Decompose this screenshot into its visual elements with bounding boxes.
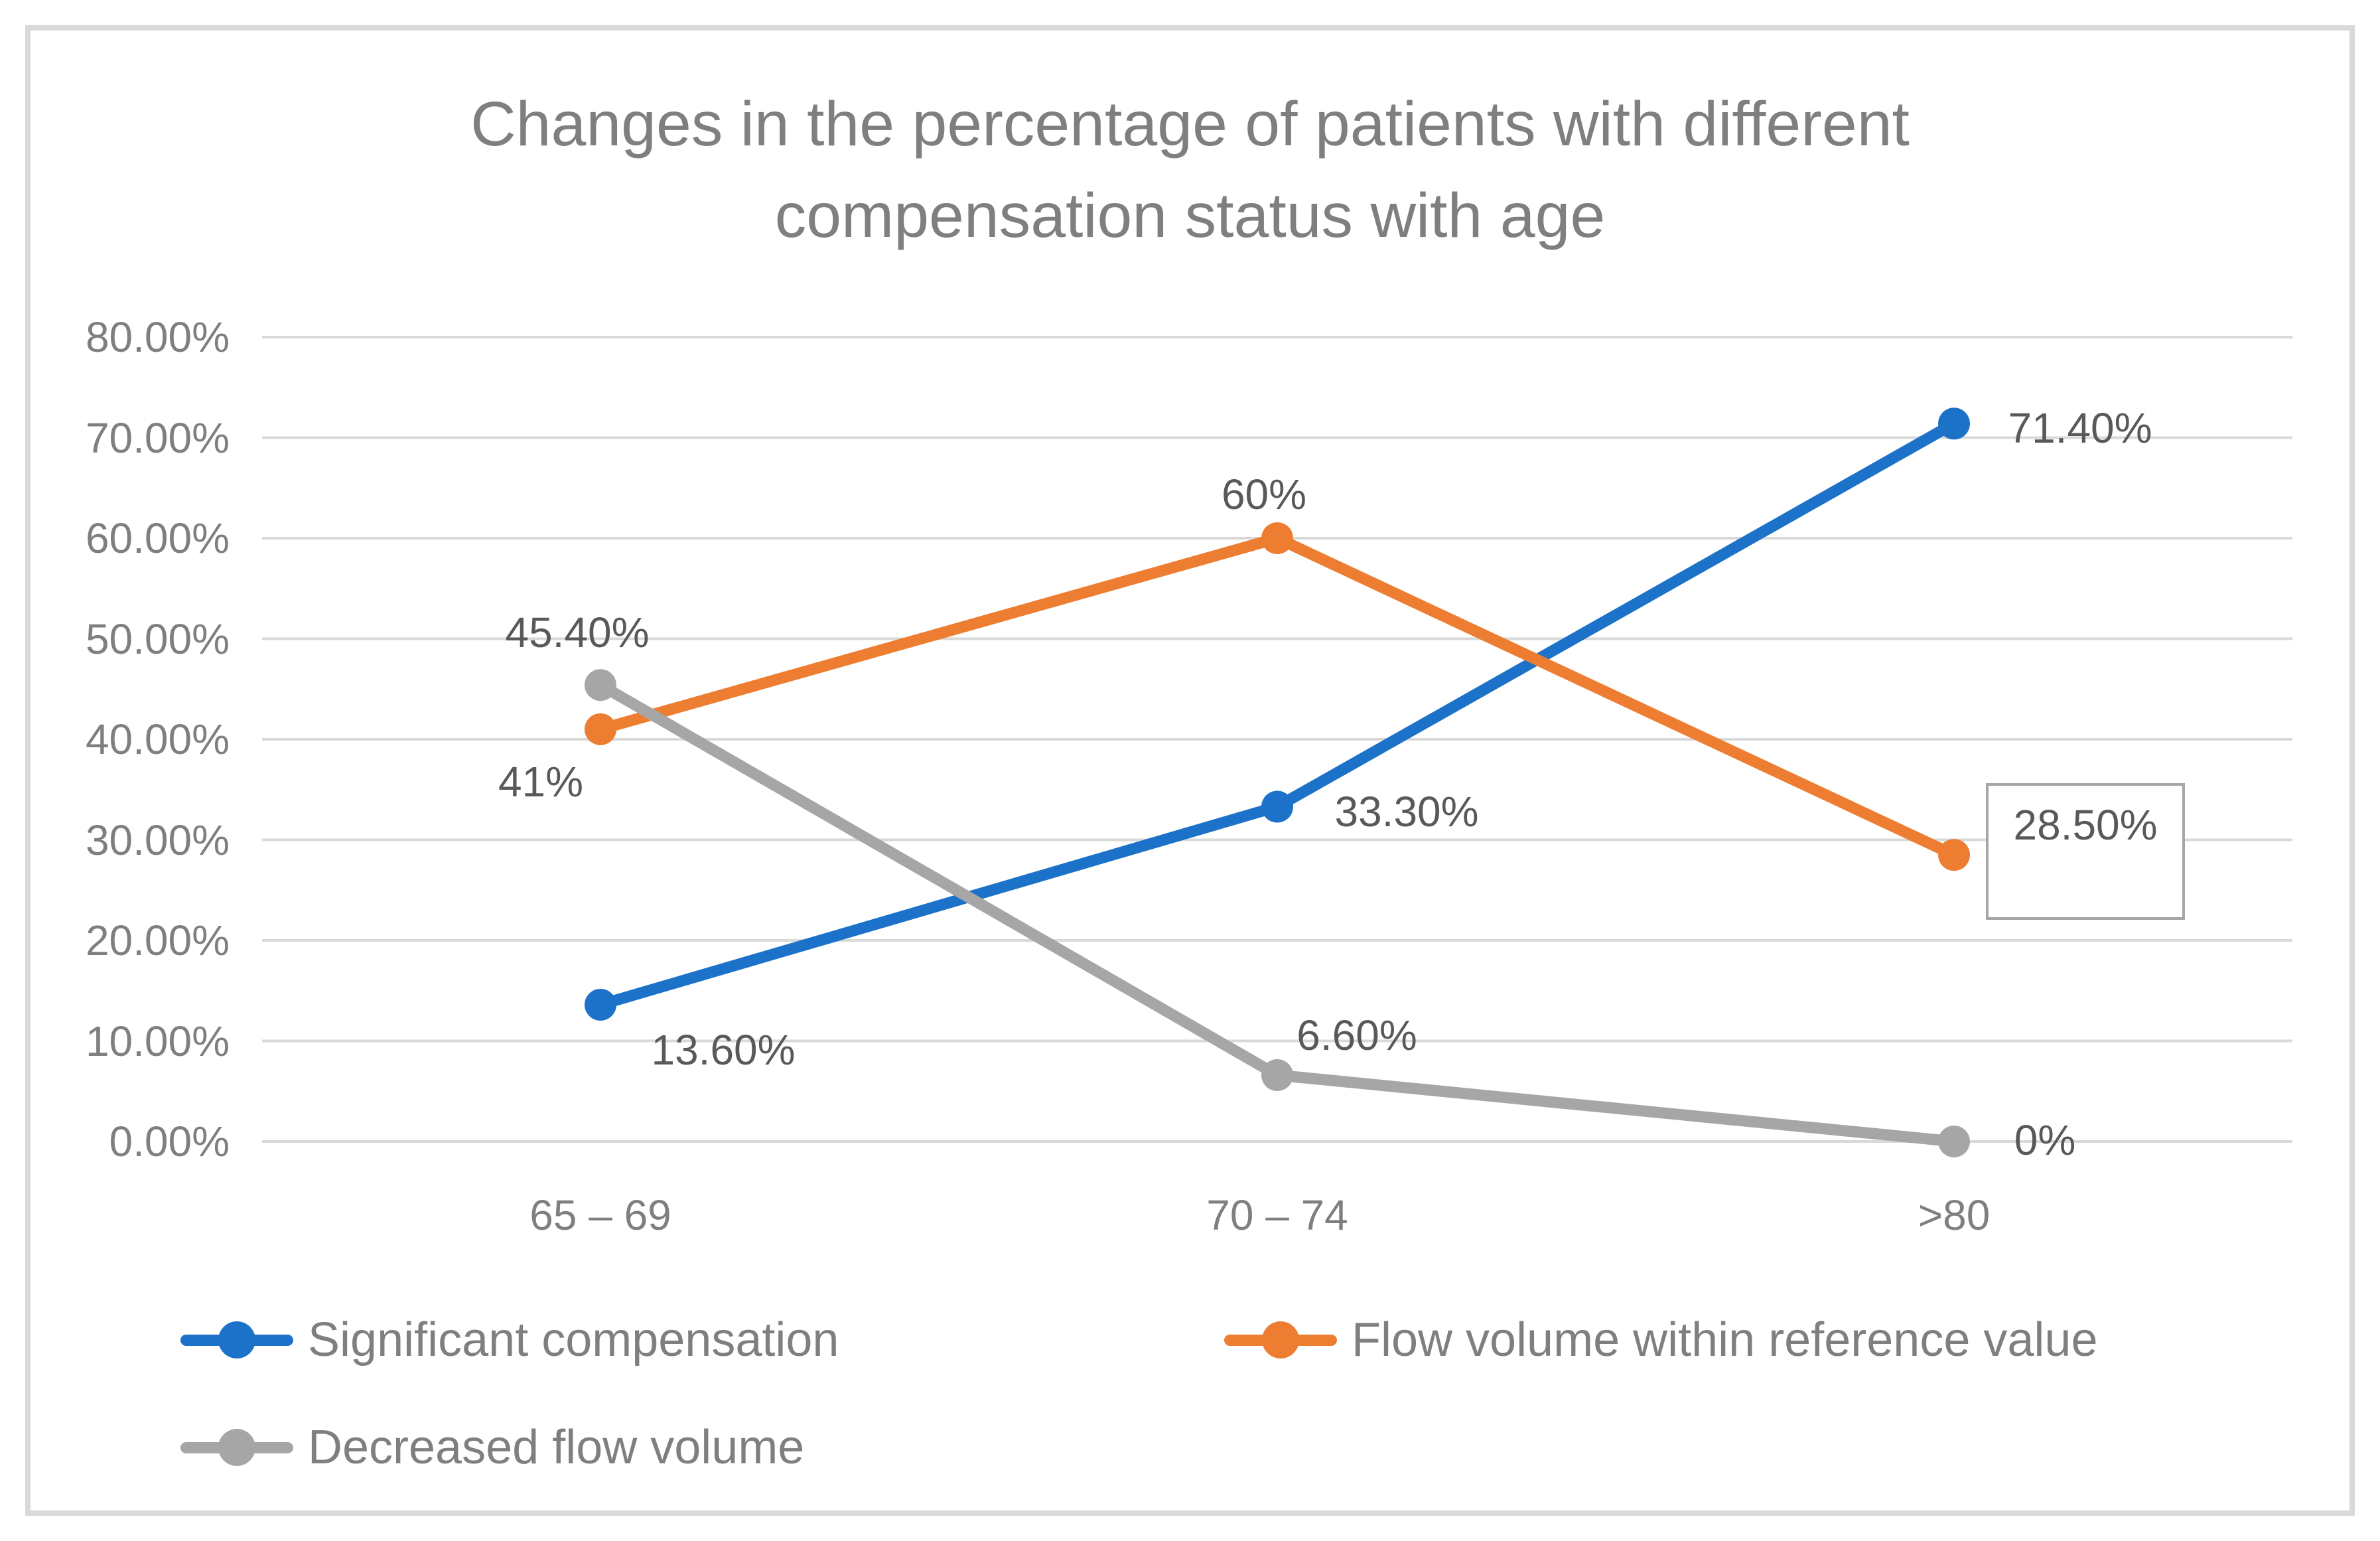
x-axis-category-label: 70 – 74 xyxy=(1206,1191,1348,1239)
legend-label: Decreased flow volume xyxy=(308,1421,805,1474)
data-point-marker xyxy=(1938,839,1970,871)
legend-item-significant-compensation: Significant compensation xyxy=(180,1313,839,1367)
data-point-marker xyxy=(585,669,616,701)
data-point-marker xyxy=(585,713,616,745)
data-label: 33.30% xyxy=(1334,787,1479,836)
chart-title-line1: Changes in the percentage of patients wi… xyxy=(470,89,1910,159)
data-label: 45.40% xyxy=(505,609,650,657)
data-point-marker xyxy=(1261,790,1293,823)
y-axis-tick-label: 30.00% xyxy=(85,816,230,864)
legend-item-flow-volume-within-reference: Flow volume within reference value xyxy=(1224,1313,2098,1367)
legend-marker-orange-icon xyxy=(1224,1321,1337,1358)
legend-item-decreased-flow-volume: Decreased flow volume xyxy=(180,1420,804,1475)
x-axis-category-label: 65 – 69 xyxy=(529,1191,671,1239)
data-point-marker xyxy=(585,988,616,1021)
data-label: 71.40% xyxy=(2008,404,2152,453)
y-axis-tick-label: 50.00% xyxy=(85,615,230,663)
data-label: 60% xyxy=(1221,471,1307,518)
chart-title-line2: compensation status with age xyxy=(774,181,1606,251)
data-point-marker xyxy=(1261,1059,1293,1092)
data-label: 41% xyxy=(498,757,584,806)
data-label: 13.60% xyxy=(651,1025,796,1074)
y-axis-tick-label: 80.00% xyxy=(85,313,230,361)
data-point-marker xyxy=(1938,1126,1970,1157)
y-axis-tick-label: 0.00% xyxy=(109,1118,230,1165)
legend-marker-blue-icon xyxy=(180,1321,293,1358)
data-point-marker xyxy=(1938,407,1970,440)
data-label: 0% xyxy=(2014,1116,2076,1164)
data-label: 6.60% xyxy=(1296,1011,1417,1059)
y-axis-tick-label: 10.00% xyxy=(85,1017,230,1065)
y-axis-tick-label: 40.00% xyxy=(85,715,230,763)
y-axis-tick-label: 70.00% xyxy=(85,413,230,462)
y-axis-tick-label: 20.00% xyxy=(85,917,230,964)
legend-label: Significant compensation xyxy=(308,1313,839,1366)
legend-label: Flow volume within reference value xyxy=(1352,1313,2098,1366)
y-axis-tick-label: 60.00% xyxy=(85,514,230,562)
data-label-boxed: 28.50% xyxy=(1986,783,2185,920)
legend-marker-gray-icon xyxy=(180,1429,293,1466)
chart-title: Changes in the percentage of patients wi… xyxy=(0,78,2380,261)
data-point-marker xyxy=(1261,522,1293,554)
x-axis-category-label: >80 xyxy=(1918,1191,1991,1239)
